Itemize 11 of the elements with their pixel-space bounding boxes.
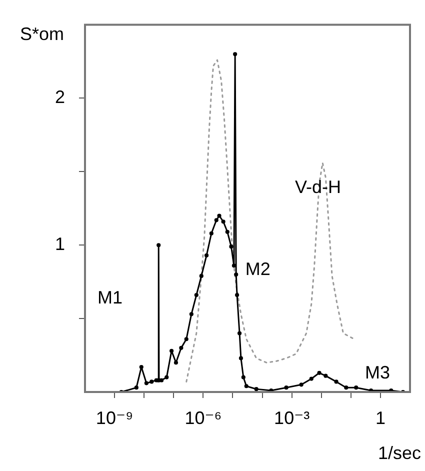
- y-axis-title: S*om: [20, 24, 64, 44]
- x-tick-label: 10⁻⁶: [184, 408, 222, 428]
- y-tick-label: 2: [54, 87, 65, 108]
- annotation: M2: [245, 259, 270, 280]
- x-tick-label: 10⁻³: [274, 408, 310, 428]
- annotation: V-d-H: [295, 177, 342, 198]
- x-tick-label: 1: [375, 408, 386, 428]
- annotation: M1: [98, 288, 123, 308]
- x-tick-label: 10⁻⁹: [96, 408, 134, 428]
- x-axis-title: 1/sec: [378, 442, 421, 463]
- annotation: M3: [364, 362, 390, 383]
